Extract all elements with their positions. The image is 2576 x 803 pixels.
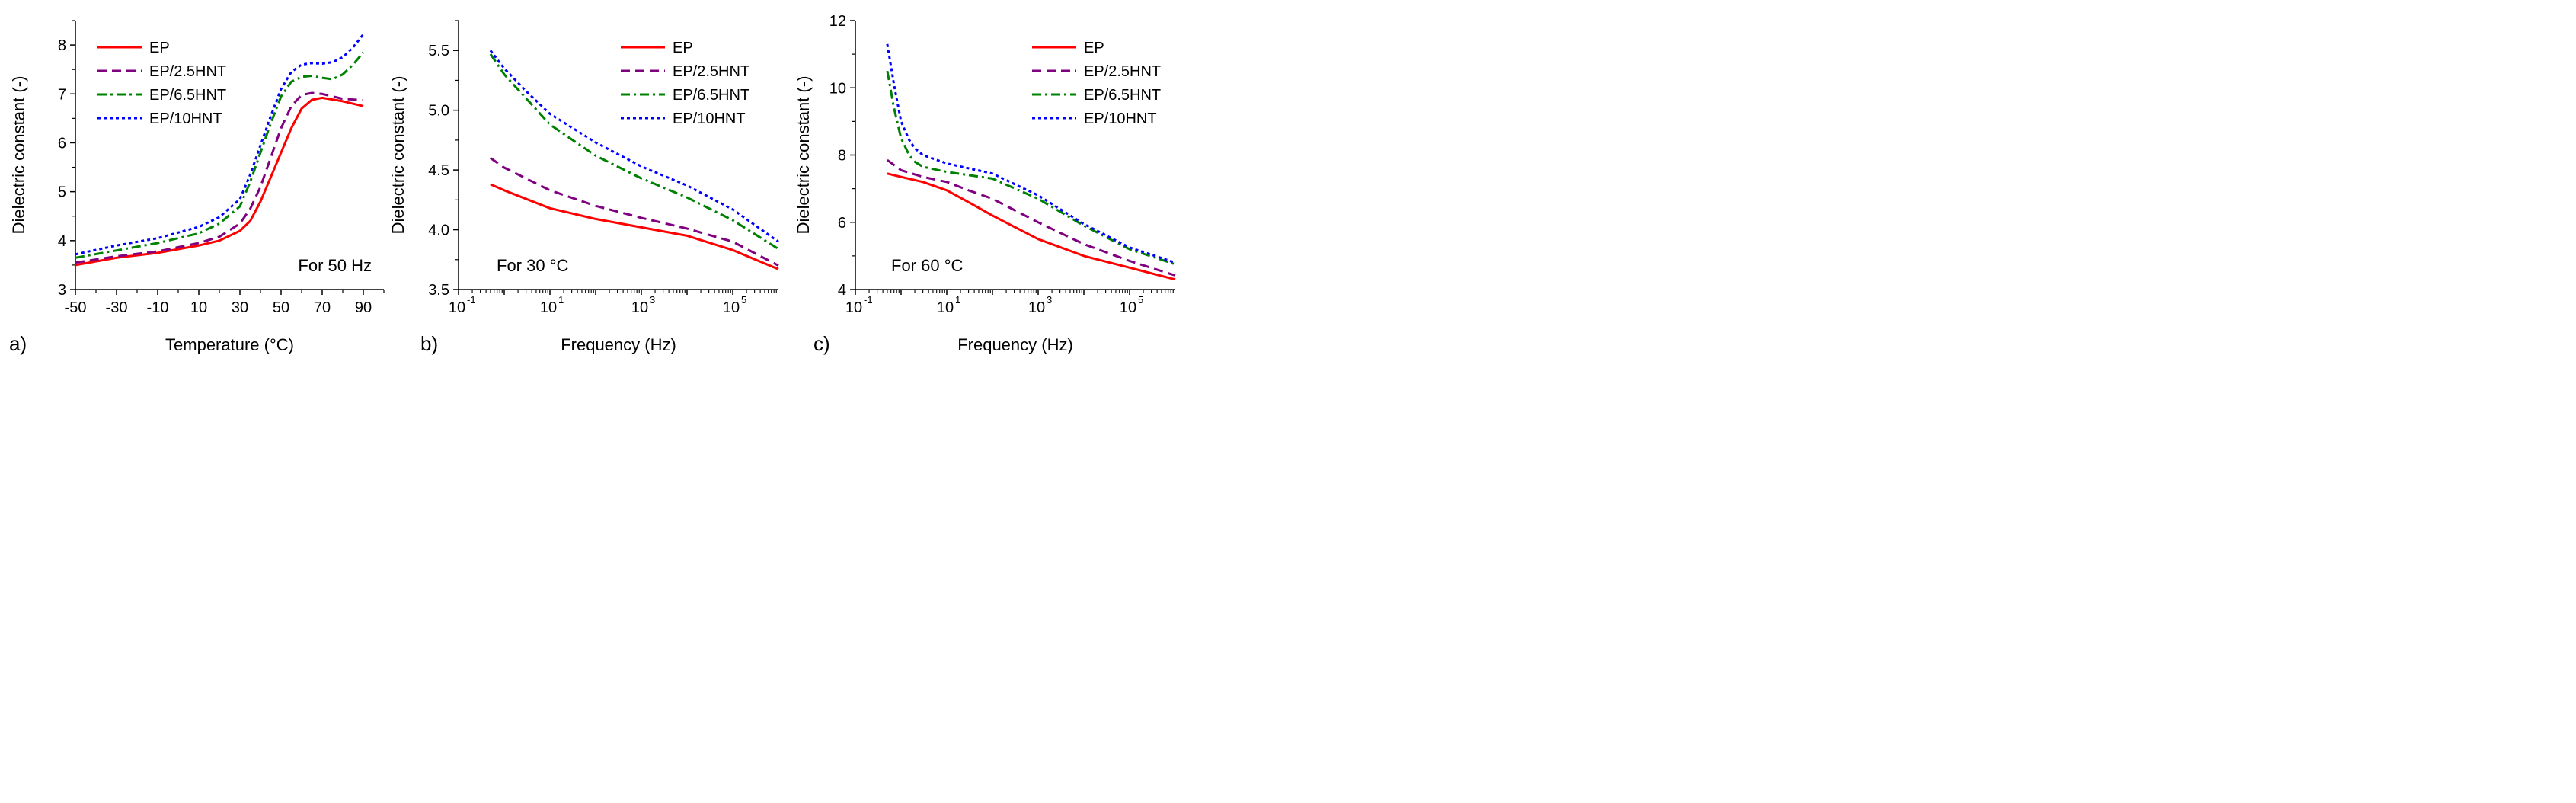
y-tick-label: 6 — [838, 215, 846, 232]
series-line — [887, 158, 1176, 277]
x-tick-label: -10 — [147, 299, 169, 316]
y-axis-label: Dielectric constant (-) — [794, 76, 813, 235]
legend-label: EP/2.5HNT — [1084, 63, 1161, 80]
series-line — [75, 51, 365, 259]
y-tick-label: 10 — [829, 80, 846, 97]
y-tick-label: 3 — [58, 282, 66, 299]
x-tick-label-exponent: 5 — [741, 294, 746, 306]
x-tick-label: 10 — [631, 299, 648, 316]
series-line — [886, 70, 1176, 266]
y-tick-label: 4 — [838, 282, 846, 299]
x-axis-label: Frequency (Hz) — [957, 335, 1073, 354]
y-tick-label: 5.5 — [428, 43, 449, 59]
y-tick-label: 8 — [838, 148, 846, 165]
legend: EP EP/2.5HNT EP/6.5HNT EP/10HNT — [621, 40, 749, 127]
series-line — [490, 183, 779, 270]
legend-label: EP/6.5HNT — [673, 87, 749, 104]
y-tick-label: 6 — [58, 135, 66, 152]
y-tick-label: 3.5 — [428, 282, 449, 299]
x-tick-label: 10 — [1120, 299, 1136, 316]
x-tick-label: 10 — [190, 299, 207, 316]
legend-label: EP/6.5HNT — [1084, 87, 1161, 104]
series-line — [490, 157, 779, 267]
series-line — [489, 53, 779, 250]
legend: EP EP/2.5HNT EP/6.5HNT EP/10HNT — [97, 40, 226, 127]
x-tick-label-exponent: -1 — [467, 294, 476, 306]
figure: 3 4 5 6 7 8 -50 -30 -10 10 30 50 70 90 Temperature (°C… — [9, 13, 1176, 355]
x-tick-label-exponent: 1 — [558, 294, 564, 306]
x-tick-label: 10 — [1028, 299, 1045, 316]
y-tick-label: 4.0 — [428, 222, 449, 239]
legend-label: EP/10HNT — [1084, 110, 1157, 127]
series-line — [75, 34, 365, 256]
x-tick-label: 10 — [723, 299, 740, 316]
legend-label: EP/2.5HNT — [149, 63, 226, 80]
x-tick-label: 50 — [273, 299, 289, 316]
x-axis-label: Frequency (Hz) — [561, 335, 676, 354]
panel-tag: b) — [420, 332, 438, 355]
legend-label: EP/2.5HNT — [673, 63, 749, 80]
x-tick-label: 10 — [845, 299, 862, 316]
x-tick-label: 10 — [937, 299, 954, 316]
series-line — [489, 50, 779, 243]
x-tick-label: -30 — [106, 299, 128, 316]
series-line — [75, 96, 364, 267]
legend-label: EP — [673, 40, 693, 56]
x-tick-label: 70 — [314, 299, 331, 316]
panel-1: 3 4 5 6 7 8 -50 -30 -10 10 30 50 70 90 Temperature (°C… — [9, 20, 385, 355]
x-tick-label-exponent: -1 — [864, 294, 873, 306]
series-line — [887, 172, 1176, 281]
panel-annotation: For 60 °C — [891, 256, 963, 275]
panel-tag: c) — [813, 332, 830, 355]
x-tick-label: -50 — [65, 299, 87, 316]
series-line — [75, 91, 364, 264]
y-tick-label: 12 — [829, 13, 846, 30]
legend-label: EP — [1084, 40, 1104, 56]
legend-label: EP/6.5HNT — [149, 87, 226, 104]
x-tick-label: 30 — [232, 299, 248, 316]
y-tick-label: 8 — [58, 37, 66, 54]
legend-label: EP/10HNT — [149, 110, 222, 127]
x-tick-label: 90 — [355, 299, 372, 316]
y-tick-label: 4.5 — [428, 162, 449, 179]
legend-label: EP/10HNT — [673, 110, 746, 127]
panel-tag: a) — [9, 332, 27, 355]
x-tick-label: 10 — [449, 299, 465, 316]
x-tick-label-exponent: 3 — [650, 294, 655, 306]
legend-label: EP — [149, 40, 170, 56]
y-axis-label: Dielectric constant (-) — [388, 76, 407, 235]
panel-annotation: For 30 °C — [497, 256, 568, 275]
x-tick-label: 10 — [540, 299, 557, 316]
y-tick-label: 5.0 — [428, 103, 449, 120]
x-tick-label-exponent: 1 — [955, 294, 960, 306]
x-axis-label: Temperature (°C) — [165, 335, 294, 354]
x-tick-label-exponent: 3 — [1047, 294, 1052, 306]
y-axis-label: Dielectric constant (-) — [9, 76, 28, 235]
y-tick-label: 7 — [58, 86, 66, 103]
y-tick-label: 5 — [58, 184, 66, 201]
legend: EP EP/2.5HNT EP/6.5HNT EP/10HNT — [1032, 40, 1161, 127]
y-tick-label: 4 — [58, 233, 66, 250]
x-tick-label-exponent: 5 — [1138, 294, 1143, 306]
panel-annotation: For 50 Hz — [298, 256, 372, 275]
